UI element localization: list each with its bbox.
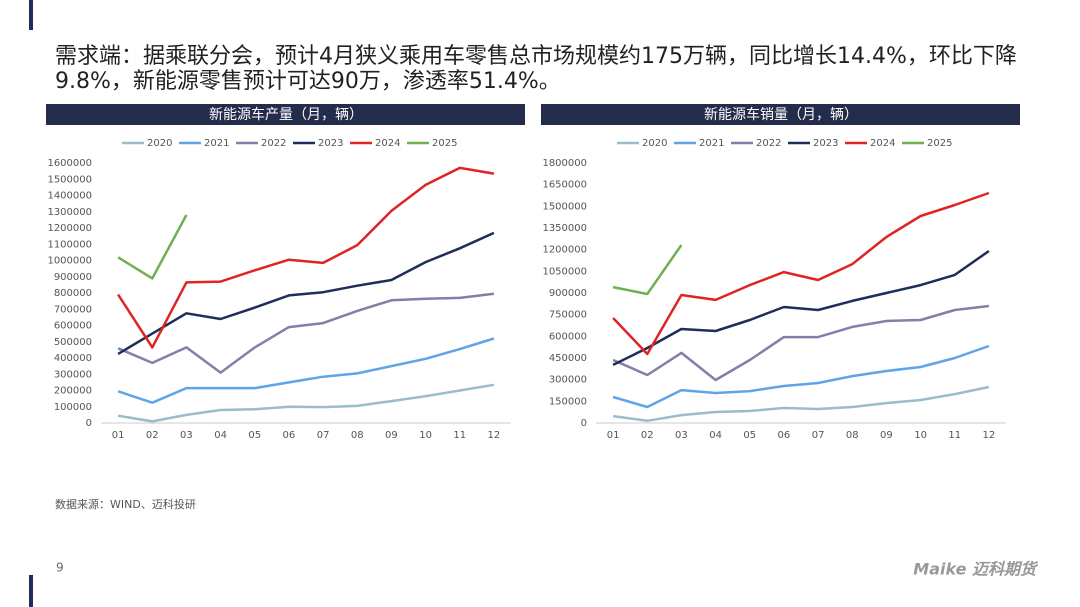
y-tick-label: 1650000 <box>542 180 587 191</box>
x-tick-label: 09 <box>880 430 893 441</box>
y-tick-label: 0 <box>86 418 92 429</box>
x-tick-label: 08 <box>351 430 364 441</box>
legend-label: 2021 <box>204 138 229 149</box>
y-tick-label: 300000 <box>549 375 587 386</box>
legend-label: 2024 <box>870 138 895 149</box>
series-line <box>612 344 990 409</box>
x-tick-label: 09 <box>385 430 398 441</box>
y-tick-label: 1000000 <box>47 256 92 267</box>
series-line <box>612 244 683 296</box>
y-tick-label: 900000 <box>549 288 587 299</box>
series-line <box>117 214 188 280</box>
y-tick-label: 300000 <box>54 369 92 380</box>
legend-label: 2020 <box>147 138 172 149</box>
legend-label: 2023 <box>318 138 343 149</box>
y-tick-label: 1500000 <box>47 174 92 185</box>
x-tick-label: 05 <box>743 430 756 441</box>
y-tick-label: 150000 <box>549 396 587 407</box>
page-number: 9 <box>56 561 64 575</box>
legend-label: 2022 <box>261 138 286 149</box>
series-line <box>612 249 990 367</box>
series-line <box>117 166 495 349</box>
x-tick-label: 12 <box>983 430 996 441</box>
series-line <box>612 191 990 356</box>
accent-bar <box>29 575 33 607</box>
x-tick-label: 01 <box>112 430 125 441</box>
y-tick-label: 700000 <box>54 304 92 315</box>
x-tick-label: 01 <box>607 430 620 441</box>
x-tick-label: 05 <box>248 430 261 441</box>
y-tick-label: 200000 <box>54 386 92 397</box>
legend-label: 2023 <box>813 138 838 149</box>
y-tick-label: 900000 <box>54 272 92 283</box>
y-tick-label: 1500000 <box>542 201 587 212</box>
y-tick-label: 1050000 <box>542 266 587 277</box>
x-tick-label: 02 <box>146 430 159 441</box>
y-tick-label: 1200000 <box>47 223 92 234</box>
series-line <box>117 383 495 423</box>
y-tick-label: 1350000 <box>542 223 587 234</box>
accent-bar <box>29 0 33 30</box>
chart-title: 新能源车产量（月，辆） <box>209 106 363 123</box>
x-tick-label: 03 <box>180 430 193 441</box>
x-tick-label: 10 <box>419 430 432 441</box>
y-tick-label: 0 <box>581 418 587 429</box>
chart-title: 新能源车销量（月，辆） <box>704 106 858 123</box>
y-tick-label: 1300000 <box>47 207 92 218</box>
series-line <box>612 385 990 423</box>
x-tick-label: 11 <box>453 430 466 441</box>
y-tick-label: 1100000 <box>47 239 92 250</box>
x-tick-label: 06 <box>283 430 296 441</box>
x-tick-label: 06 <box>778 430 791 441</box>
x-tick-label: 07 <box>812 430 825 441</box>
x-tick-label: 08 <box>846 430 859 441</box>
logo: Maike 迈科期货 <box>913 560 1039 579</box>
y-tick-label: 1200000 <box>542 245 587 256</box>
x-tick-label: 02 <box>641 430 654 441</box>
y-tick-label: 500000 <box>54 337 92 348</box>
x-tick-label: 04 <box>214 430 227 441</box>
y-tick-label: 800000 <box>54 288 92 299</box>
chart-header <box>541 104 1020 125</box>
legend-label: 2021 <box>699 138 724 149</box>
heading: 需求端：据乘联分会，预计4月狭义乘用车零售总市场规模约175万辆，同比增长14.… <box>55 44 1017 94</box>
y-tick-label: 600000 <box>549 331 587 342</box>
series-line <box>117 231 495 355</box>
x-tick-label: 10 <box>914 430 927 441</box>
series-line <box>612 304 990 382</box>
legend-label: 2024 <box>375 138 400 149</box>
source: 数据来源：WIND、迈科投研 <box>55 497 196 511</box>
x-tick-label: 04 <box>709 430 722 441</box>
legend-label: 2020 <box>642 138 667 149</box>
y-tick-label: 450000 <box>549 353 587 364</box>
y-tick-label: 600000 <box>54 321 92 332</box>
legend-label: 2025 <box>927 138 952 149</box>
chart-header <box>46 104 525 125</box>
x-tick-label: 11 <box>948 430 961 441</box>
legend-label: 2025 <box>432 138 457 149</box>
series-line <box>117 337 495 404</box>
x-tick-label: 07 <box>317 430 330 441</box>
y-tick-label: 1800000 <box>542 158 587 169</box>
y-tick-label: 1600000 <box>47 158 92 169</box>
y-tick-label: 100000 <box>54 402 92 413</box>
x-tick-label: 03 <box>675 430 688 441</box>
series-line <box>117 292 495 374</box>
y-tick-label: 400000 <box>54 353 92 364</box>
legend-label: 2022 <box>756 138 781 149</box>
y-tick-label: 750000 <box>549 310 587 321</box>
x-tick-label: 12 <box>488 430 501 441</box>
y-tick-label: 1400000 <box>47 191 92 202</box>
